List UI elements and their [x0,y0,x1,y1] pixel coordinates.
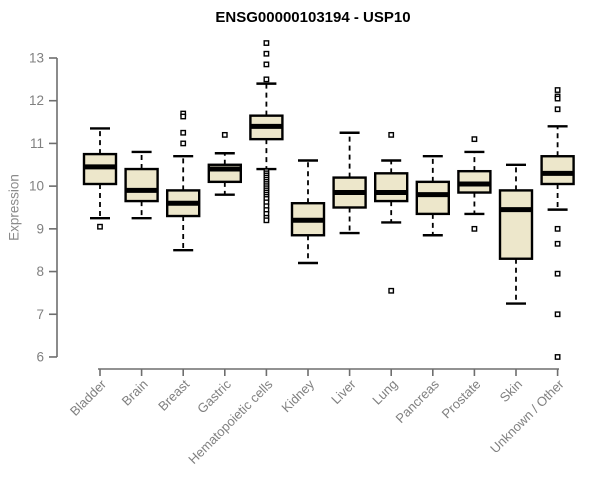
category-label-bladder: Bladder [67,376,110,419]
category-label-prostate: Prostate [439,377,484,422]
iqr-box [124,167,159,203]
outlier-point [263,40,270,46]
outlier-point [554,354,561,360]
y-axis-tick-label: 13 [29,51,44,66]
y-axis-tick-label: 11 [30,136,44,151]
outlier-point [221,131,228,138]
category-label-kidney: Kidney [278,376,317,415]
boxplot-hematopoietic-cells [249,40,284,224]
category-label-breast: Breast [155,376,192,413]
y-axis-tick-label: 10 [29,179,44,194]
outlier-point [388,131,395,138]
outlier-point [388,287,395,294]
y-axis-tick-label: 7 [36,307,44,322]
outlier-point [471,136,478,143]
boxplot-bladder [82,127,118,230]
y-axis-tick-label: 12 [29,93,44,108]
y-axis-tick-label: 8 [36,264,44,279]
boxplot-lung [374,131,409,294]
outlier-point [554,95,561,102]
category-label-lung: Lung [369,377,400,408]
iqr-box [540,155,575,186]
category-label-unknown-other: Unknown / Other [487,376,567,456]
outlier-point [554,240,561,247]
boxplot-kidney [290,159,326,265]
y-axis-label: Expression [6,174,22,241]
boxplot-skin [498,163,534,305]
outlier-point [554,270,561,277]
boxplot-pancreas [415,155,450,237]
outlier-point [263,76,270,83]
category-label-brain: Brain [119,377,151,409]
category-label-gastric: Gastric [194,376,234,416]
boxplot-gastric [207,131,243,196]
outlier-point [554,311,561,318]
iqr-box [498,189,534,260]
category-label-pancreas: Pancreas [392,376,442,426]
boxplot-brain [124,150,159,220]
boxplot-liver [332,131,367,235]
category-label-skin: Skin [497,377,525,405]
outlier-point [263,61,270,68]
outlier-point [471,225,478,232]
outlier-point [97,223,103,230]
boxplot-breast [165,110,201,252]
y-axis-tick-label: 6 [36,349,44,364]
chart-title: ENSG00000103194 - USP10 [215,9,411,26]
outlier-point [263,50,270,57]
outlier-point [180,129,187,136]
category-label-liver: Liver [328,376,359,407]
outlier-point [180,113,187,120]
outlier-point [180,140,187,147]
y-axis-tick-label: 9 [36,221,44,236]
boxplot-unknown-other [540,87,575,360]
boxplot-prostate [457,136,492,232]
outlier-point [554,106,561,113]
iqr-box [415,180,450,216]
outlier-point [263,217,270,224]
outlier-point [554,225,561,232]
iqr-box [374,172,409,203]
outlier-point [554,87,561,93]
